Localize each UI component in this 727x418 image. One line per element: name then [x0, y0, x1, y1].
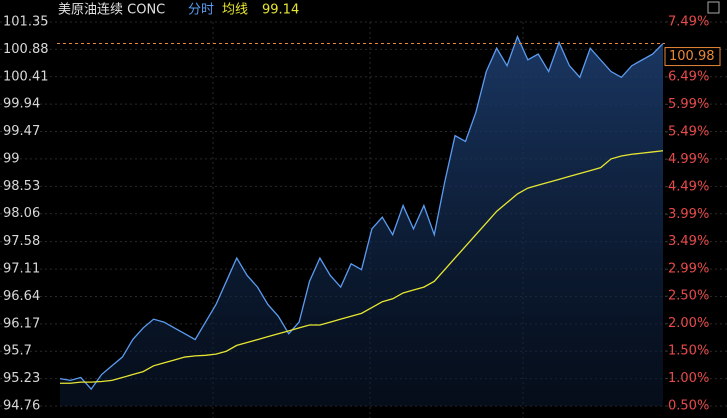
y2-tick-label: 5.49%	[668, 124, 709, 139]
y-tick-label: 96.17	[3, 316, 40, 331]
icon[interactable]	[707, 1, 720, 14]
y2-tick-label: 7.49%	[668, 15, 709, 30]
y2-tick-label: 4.99%	[668, 152, 709, 167]
y-tick-label: 99.94	[3, 97, 40, 112]
y2-tick-label: 3.99%	[668, 207, 709, 222]
y-tick-label: 94.76	[3, 399, 40, 414]
y-tick-label: 95.23	[3, 371, 40, 386]
y-tick-label: 100.88	[3, 42, 49, 57]
y2-tick-label: 3.49%	[668, 234, 709, 249]
y2-tick-label: 6.49%	[668, 69, 709, 84]
y-tick-label: 100.41	[3, 69, 49, 84]
mode-label: 分时	[188, 3, 214, 18]
y2-tick-label: 4.49%	[668, 179, 709, 194]
y-tick-label: 98.06	[3, 206, 40, 221]
y2-tick-label: 2.50%	[668, 289, 709, 304]
chart-title: 美原油连续 CONC	[58, 2, 165, 18]
y-tick-label: 96.64	[3, 289, 40, 304]
y-tick-label: 97.58	[3, 234, 40, 249]
y2-tick-label: 1.50%	[668, 344, 709, 359]
y2-tick-label: 1.00%	[668, 371, 709, 386]
y-tick-label: 95.7	[3, 344, 32, 359]
y-tick-label: 98.53	[3, 179, 40, 194]
y-tick-label: 99	[3, 151, 20, 166]
y2-tick-label: 2.00%	[668, 316, 709, 331]
avg-value: 99.14	[262, 3, 299, 18]
last-price-box	[664, 47, 721, 67]
y2-tick-label: 5.99%	[668, 97, 709, 112]
price-line	[59, 34, 664, 391]
y2-tick-label: 2.99%	[668, 262, 709, 277]
y-tick-label: 99.47	[3, 124, 40, 139]
y2-tick-label: 0.50%	[668, 399, 709, 414]
avg-label: 均线	[222, 3, 248, 18]
y-tick-label: 101.35	[3, 15, 49, 30]
last-price-label: 100.98	[669, 49, 715, 64]
y-tick-label: 97.11	[3, 262, 40, 277]
average-line	[60, 150, 664, 384]
